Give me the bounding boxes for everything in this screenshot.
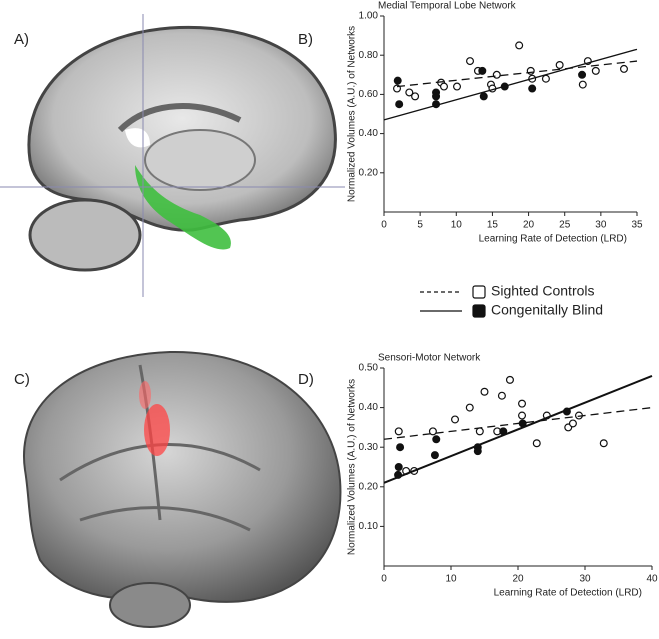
x-tick-label: 30	[579, 574, 591, 585]
x-tick-label: 0	[381, 574, 387, 585]
data-point	[528, 84, 537, 93]
y-axis-label: Normalized Volumes (A.U.) of Networks	[347, 26, 358, 202]
x-axis-label: Learning Rate of Detection (LRD)	[494, 588, 642, 599]
data-point	[430, 451, 439, 460]
data-point	[432, 435, 441, 444]
data-point	[505, 375, 514, 384]
data-point	[555, 60, 564, 69]
data-point	[396, 443, 405, 452]
data-point	[541, 74, 550, 83]
x-tick-label: 15	[487, 220, 499, 231]
data-point	[599, 439, 608, 448]
data-point	[439, 82, 448, 91]
data-point	[591, 66, 600, 75]
trend-line	[383, 374, 653, 484]
data-point	[394, 427, 403, 436]
data-point	[479, 92, 488, 101]
legend-label: Sighted Controls	[491, 283, 595, 299]
data-point	[518, 411, 527, 420]
x-tick-label: 20	[512, 574, 524, 585]
data-point	[395, 100, 404, 109]
panel-label: D)	[298, 371, 314, 388]
x-tick-label: 40	[646, 574, 658, 585]
chart-title: Sensori-Motor Network	[378, 353, 481, 364]
x-tick-label: 10	[445, 574, 457, 585]
trend-line	[396, 60, 638, 88]
y-tick-label: 0.80	[359, 50, 379, 61]
data-point	[532, 439, 541, 448]
data-point	[465, 403, 474, 412]
x-tick-label: 25	[559, 220, 571, 231]
data-point	[619, 64, 628, 73]
y-axis-label: Normalized Volumes (A.U.) of Networks	[347, 379, 358, 555]
x-tick-label: 0	[381, 220, 387, 231]
y-tick-label: 0.10	[359, 521, 379, 532]
lateral-brain-image	[22, 350, 342, 628]
panel-label: C)	[14, 371, 30, 388]
data-point	[568, 419, 577, 428]
y-tick-label: 0.40	[359, 402, 379, 413]
x-tick-label: 30	[595, 220, 607, 231]
y-tick-label: 0.40	[359, 128, 379, 139]
data-point	[453, 82, 462, 91]
legend-label: Congenitally Blind	[491, 302, 603, 318]
data-point	[518, 399, 527, 408]
data-point	[497, 391, 506, 400]
data-point	[428, 427, 437, 436]
x-tick-label: 5	[417, 220, 423, 231]
data-point	[432, 92, 441, 101]
x-tick-label: 10	[451, 220, 463, 231]
legend-swatch	[472, 285, 486, 299]
trend-line	[383, 406, 653, 440]
data-point	[393, 76, 402, 85]
trend-line	[383, 48, 638, 121]
data-point	[405, 88, 414, 97]
y-tick-label: 0.20	[359, 481, 379, 492]
data-point	[473, 447, 482, 456]
data-point	[411, 92, 420, 101]
x-tick-label: 20	[523, 220, 535, 231]
y-tick-label: 0.50	[359, 363, 379, 374]
data-point	[515, 41, 524, 50]
legend-swatch	[472, 304, 486, 318]
y-tick-label: 0.30	[359, 442, 379, 453]
x-axis-label: Learning Rate of Detection (LRD)	[479, 234, 627, 245]
data-point	[475, 427, 484, 436]
data-point	[578, 80, 587, 89]
data-point	[478, 66, 487, 75]
y-tick-label: 1.00	[359, 11, 379, 22]
y-tick-label: 0.60	[359, 89, 379, 100]
sagittal-brain-image	[0, 14, 345, 297]
x-tick-label: 35	[631, 220, 643, 231]
panel-label: A)	[14, 31, 29, 48]
chart-title: Medial Temporal Lobe Network	[378, 1, 517, 12]
data-point	[466, 57, 475, 66]
y-tick-label: 0.20	[359, 167, 379, 178]
data-point	[394, 463, 403, 472]
data-point	[451, 415, 460, 424]
data-point	[492, 70, 501, 79]
data-point	[578, 70, 587, 79]
panel-label: B)	[298, 31, 313, 48]
data-point	[480, 387, 489, 396]
